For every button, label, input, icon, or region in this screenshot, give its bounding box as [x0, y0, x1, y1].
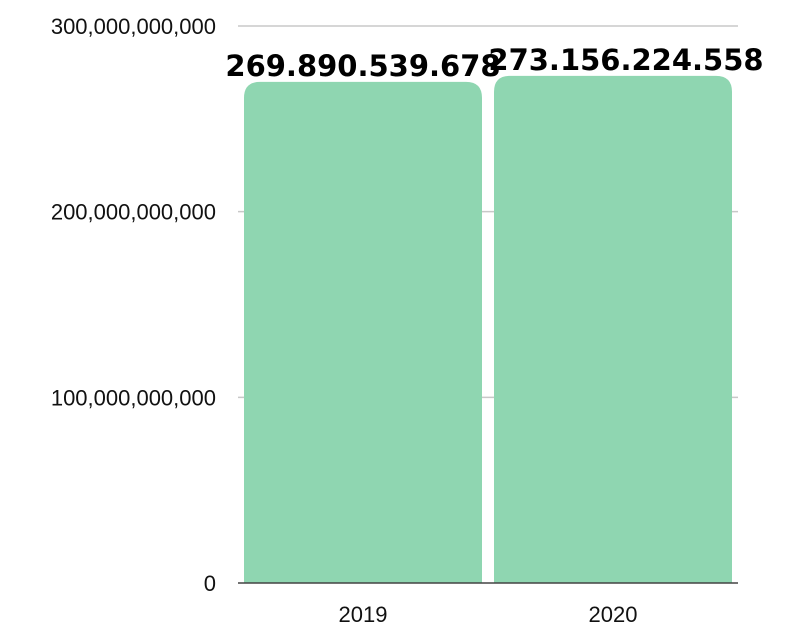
y-tick-label-2: 200,000,000,000: [51, 200, 216, 225]
y-tick-label-3: 300,000,000,000: [51, 14, 216, 39]
data-label-0: 269.890.539.678: [225, 49, 500, 83]
x-axis-ticks: 2019 2020: [339, 602, 638, 625]
x-tick-label-1: 2020: [589, 602, 638, 625]
y-axis-ticks: 0 100,000,000,000 200,000,000,000 300,000,0…: [51, 14, 216, 596]
x-tick-label-0: 2019: [339, 602, 388, 625]
y-tick-label-1: 100,000,000,000: [51, 385, 216, 410]
bar-2019: [244, 81, 482, 583]
data-label-1: 273.156.224.558: [488, 43, 763, 77]
bars: [244, 75, 732, 584]
y-tick-label-0: 0: [204, 571, 216, 596]
bar-2020: [494, 75, 732, 584]
